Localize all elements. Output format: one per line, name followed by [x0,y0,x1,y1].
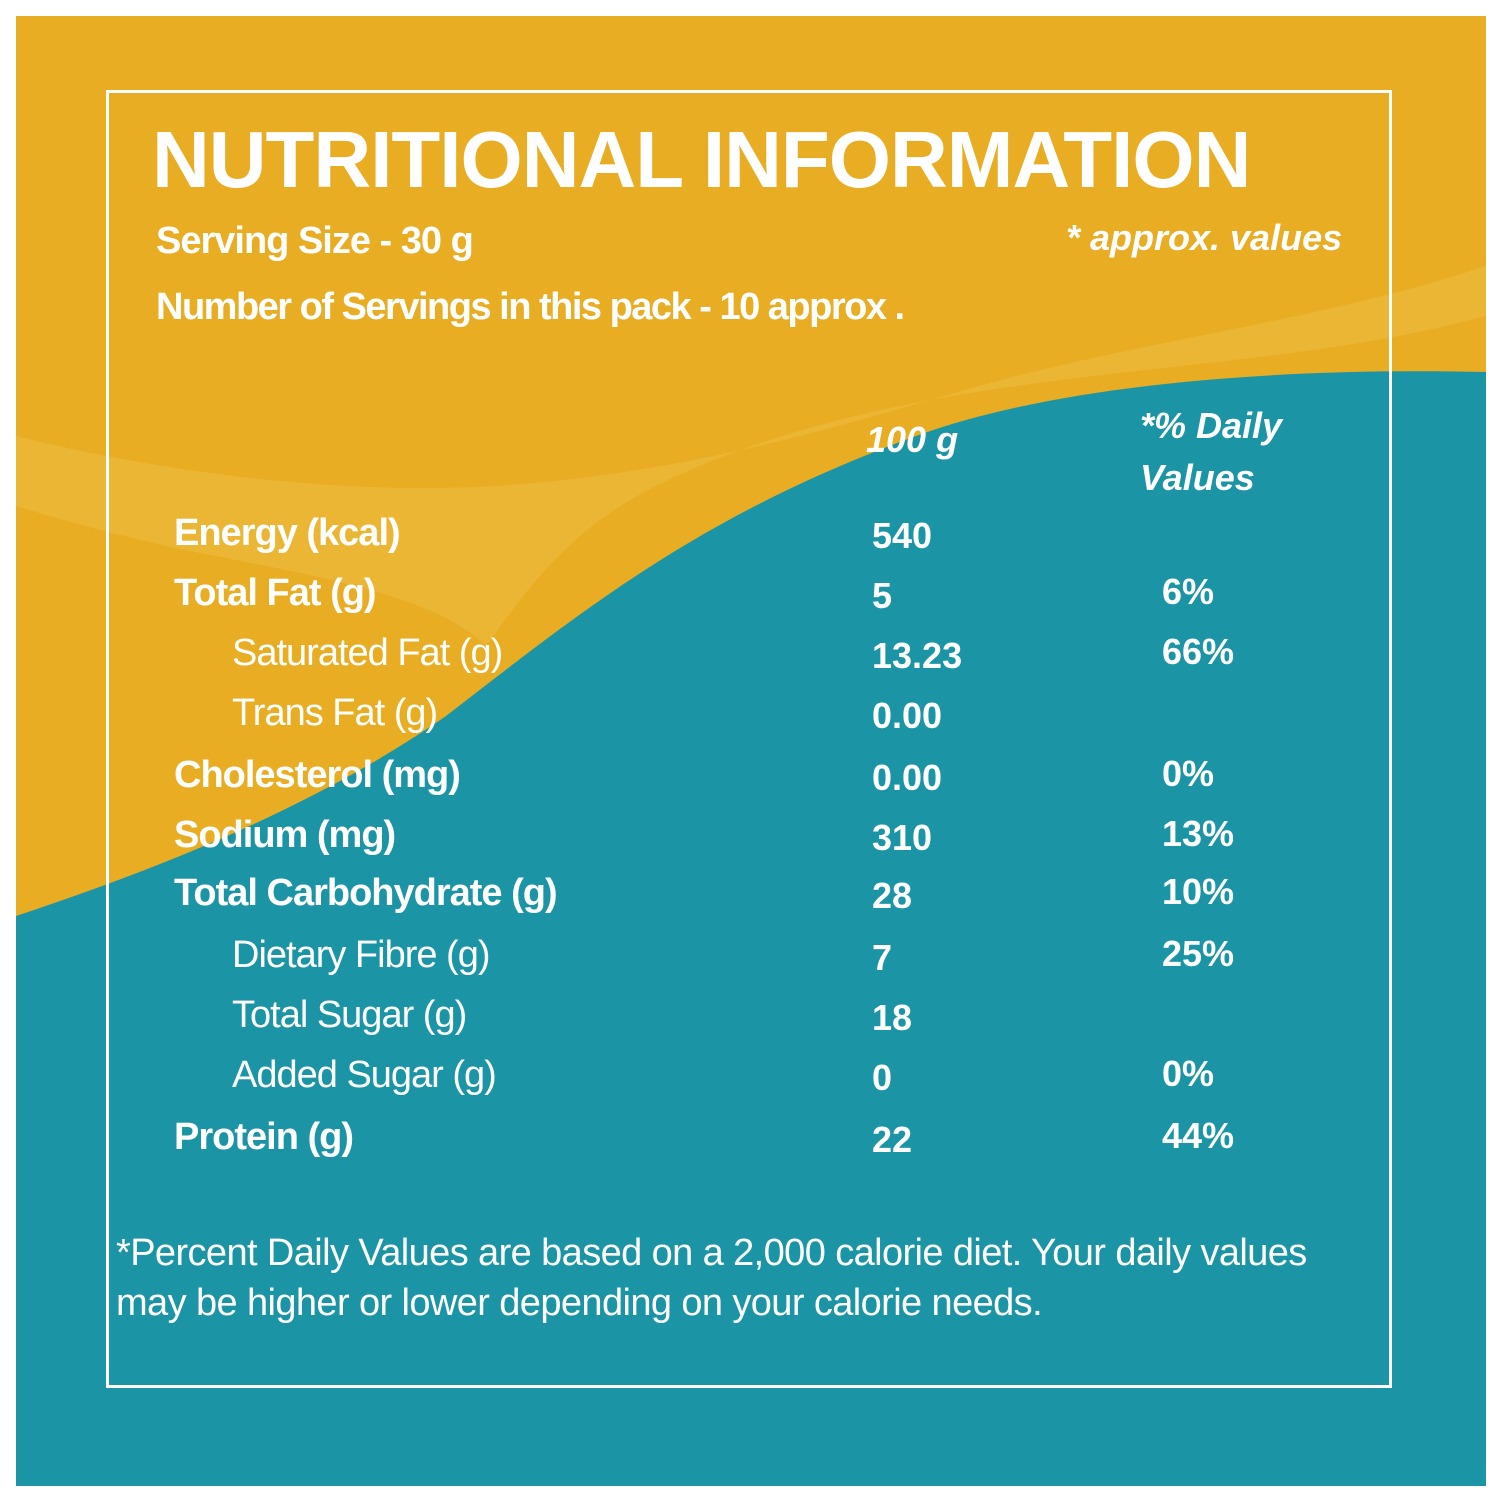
nutrient-value-100g: 13.23 [872,635,963,676]
column-header-100g: 100 g [866,419,959,460]
nutrient-label: Saturated Fat (g) [232,632,503,674]
nutrient-daily-value: 25% [1162,933,1235,974]
nutrient-daily-value: 6% [1162,571,1215,612]
table-row: Protein (g) 22 44% [16,1118,1486,1178]
nutrient-label: Trans Fat (g) [232,692,438,734]
table-row: Energy (kcal) 540 [16,514,1486,574]
nutrient-label: Protein (g) [174,1116,354,1158]
footnote: *Percent Daily Values are based on a 2,0… [116,1232,1307,1324]
table-row: Added Sugar (g) 0 0% [16,1056,1486,1116]
nutrient-label: Energy (kcal) [174,512,401,554]
servings-per-pack: Number of Servings in this pack - 10 app… [156,286,905,328]
background-yellow-highlight [16,266,1486,646]
nutrient-value-100g: 540 [872,515,933,556]
nutrient-value-100g: 0 [872,1057,893,1098]
nutrient-label: Total Carbohydrate (g) [174,872,558,914]
nutrient-daily-value: 44% [1162,1115,1235,1156]
table-row: Saturated Fat (g) 13.23 66% [16,634,1486,694]
nutrient-value-100g: 5 [872,575,893,616]
table-row: Cholesterol (mg) 0.00 0% [16,756,1486,816]
nutrient-value-100g: 310 [872,817,933,858]
page-title: NUTRITIONAL INFORMATION [152,115,1251,204]
nutrient-daily-value: 10% [1162,871,1235,912]
nutrient-value-100g: 22 [872,1119,913,1160]
table-row: Total Sugar (g) 18 [16,996,1486,1056]
table-row: Dietary Fibre (g) 7 25% [16,936,1486,996]
column-header-daily-values: *% Daily Values [1140,405,1283,498]
serving-size: Serving Size - 30 g [156,220,474,262]
background-wave [16,16,1486,1486]
white-border-frame [106,90,1392,1388]
background-yellow [16,16,1486,916]
table-row: Total Carbohydrate (g) 28 10% [16,874,1486,934]
nutrient-value-100g: 0.00 [872,695,943,736]
nutrient-daily-value: 66% [1162,631,1235,672]
nutrient-label: Total Fat (g) [174,572,377,614]
nutrient-label: Added Sugar (g) [232,1054,497,1096]
table-row: Trans Fat (g) 0.00 [16,694,1486,754]
nutrient-label: Total Sugar (g) [232,994,467,1036]
nutrient-label: Dietary Fibre (g) [232,934,490,976]
nutrient-daily-value: 13% [1162,813,1235,854]
nutrient-daily-value: 0% [1162,1053,1215,1094]
approx-values-note: * approx. values [1066,217,1343,258]
nutrient-value-100g: 0.00 [872,757,943,798]
nutrient-label: Cholesterol (mg) [174,754,461,796]
table-row: Sodium (mg) 310 13% [16,816,1486,876]
nutrient-value-100g: 18 [872,997,913,1038]
nutrient-daily-value: 0% [1162,753,1215,794]
nutrient-value-100g: 7 [872,937,893,978]
table-row: Total Fat (g) 5 6% [16,574,1486,634]
nutrient-value-100g: 28 [872,875,913,916]
nutrition-label: NUTRITIONAL INFORMATION Serving Size - 3… [16,16,1486,1486]
nutrient-label: Sodium (mg) [174,814,396,856]
